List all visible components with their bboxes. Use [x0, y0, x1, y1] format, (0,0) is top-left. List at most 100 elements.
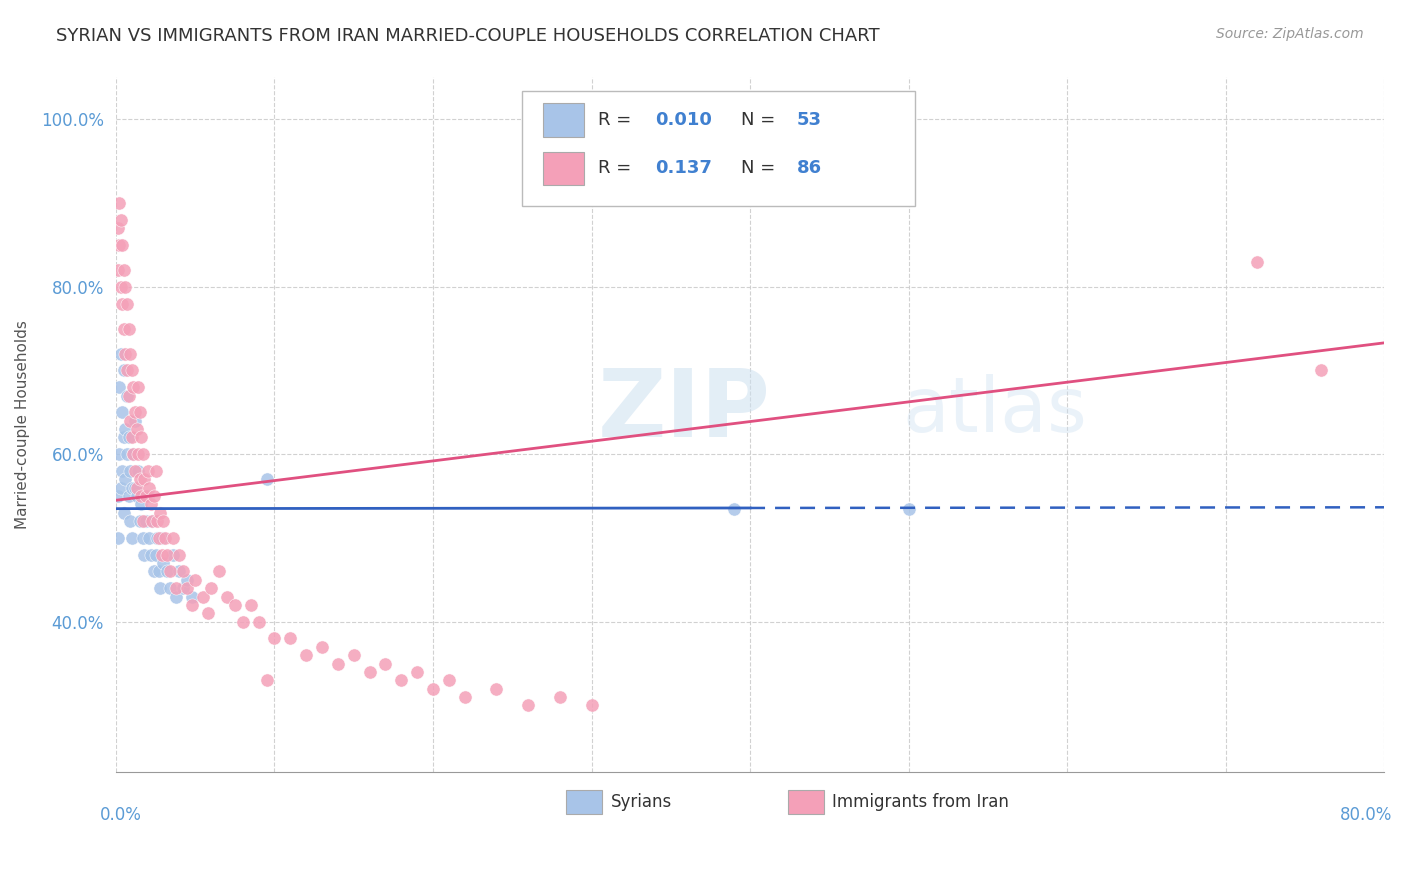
- Point: [127, 380, 149, 394]
- Point: [132, 447, 155, 461]
- Point: [121, 531, 143, 545]
- Point: [256, 472, 278, 486]
- Point: [136, 464, 159, 478]
- Point: [548, 690, 571, 704]
- Point: [145, 464, 167, 478]
- Point: [110, 347, 132, 361]
- Text: Immigrants from Iran: Immigrants from Iran: [832, 793, 1010, 811]
- Point: [117, 489, 139, 503]
- Text: 0.137: 0.137: [655, 159, 711, 177]
- Point: [111, 464, 134, 478]
- Y-axis label: Married-couple Households: Married-couple Households: [15, 320, 30, 529]
- Point: [112, 506, 135, 520]
- Point: [108, 196, 131, 211]
- Point: [112, 430, 135, 444]
- Point: [374, 657, 396, 671]
- Point: [156, 548, 179, 562]
- Point: [125, 489, 148, 503]
- Text: 86: 86: [797, 159, 823, 177]
- Text: SYRIAN VS IMMIGRANTS FROM IRAN MARRIED-COUPLE HOUSEHOLDS CORRELATION CHART: SYRIAN VS IMMIGRANTS FROM IRAN MARRIED-C…: [56, 27, 880, 45]
- Point: [485, 681, 508, 696]
- Point: [107, 489, 129, 503]
- Point: [141, 514, 163, 528]
- Point: [181, 598, 204, 612]
- Point: [122, 447, 145, 461]
- Point: [146, 531, 169, 545]
- Point: [117, 430, 139, 444]
- Point: [389, 673, 412, 688]
- Point: [208, 565, 231, 579]
- Point: [120, 464, 142, 478]
- Point: [141, 514, 163, 528]
- Point: [172, 565, 194, 579]
- Point: [129, 489, 152, 503]
- Point: [115, 447, 138, 461]
- Point: [124, 481, 146, 495]
- Point: [117, 389, 139, 403]
- Point: [112, 321, 135, 335]
- Point: [311, 640, 333, 654]
- Point: [200, 581, 222, 595]
- Text: 0.0%: 0.0%: [100, 805, 142, 824]
- Point: [114, 347, 136, 361]
- Point: [191, 590, 214, 604]
- Point: [162, 548, 184, 562]
- Point: [159, 565, 181, 579]
- Point: [128, 514, 150, 528]
- Point: [108, 447, 131, 461]
- Point: [406, 665, 429, 679]
- Point: [127, 464, 149, 478]
- Point: [107, 531, 129, 545]
- Point: [121, 363, 143, 377]
- Text: Syrians: Syrians: [610, 793, 672, 811]
- Point: [897, 501, 920, 516]
- Bar: [543, 103, 583, 136]
- Point: [122, 447, 145, 461]
- Point: [454, 690, 477, 704]
- Point: [110, 481, 132, 495]
- Point: [156, 565, 179, 579]
- Point: [162, 531, 184, 545]
- Text: 53: 53: [797, 111, 823, 128]
- Point: [125, 481, 148, 495]
- Point: [136, 489, 159, 503]
- Point: [343, 648, 366, 662]
- Point: [139, 548, 162, 562]
- Point: [153, 531, 176, 545]
- Point: [723, 501, 745, 516]
- Point: [197, 607, 219, 621]
- Point: [159, 581, 181, 595]
- Text: 80.0%: 80.0%: [1340, 805, 1392, 824]
- Point: [111, 296, 134, 310]
- Point: [110, 212, 132, 227]
- Point: [132, 531, 155, 545]
- Point: [121, 430, 143, 444]
- Point: [1246, 254, 1268, 268]
- Point: [124, 405, 146, 419]
- Point: [110, 279, 132, 293]
- Point: [132, 514, 155, 528]
- Point: [165, 590, 187, 604]
- Point: [278, 632, 301, 646]
- Point: [127, 447, 149, 461]
- Point: [124, 464, 146, 478]
- Bar: [789, 790, 824, 814]
- Point: [114, 279, 136, 293]
- Point: [149, 581, 172, 595]
- Text: R =: R =: [598, 111, 637, 128]
- Text: N =: N =: [741, 159, 782, 177]
- Point: [326, 657, 349, 671]
- Point: [135, 514, 157, 528]
- Point: [169, 565, 191, 579]
- Point: [115, 389, 138, 403]
- Point: [120, 347, 142, 361]
- Text: atlas: atlas: [903, 374, 1087, 448]
- Point: [111, 405, 134, 419]
- Point: [1309, 363, 1331, 377]
- Point: [176, 573, 198, 587]
- Point: [143, 489, 166, 503]
- Point: [152, 514, 174, 528]
- Point: [224, 598, 246, 612]
- Text: R =: R =: [598, 159, 637, 177]
- Point: [517, 698, 540, 713]
